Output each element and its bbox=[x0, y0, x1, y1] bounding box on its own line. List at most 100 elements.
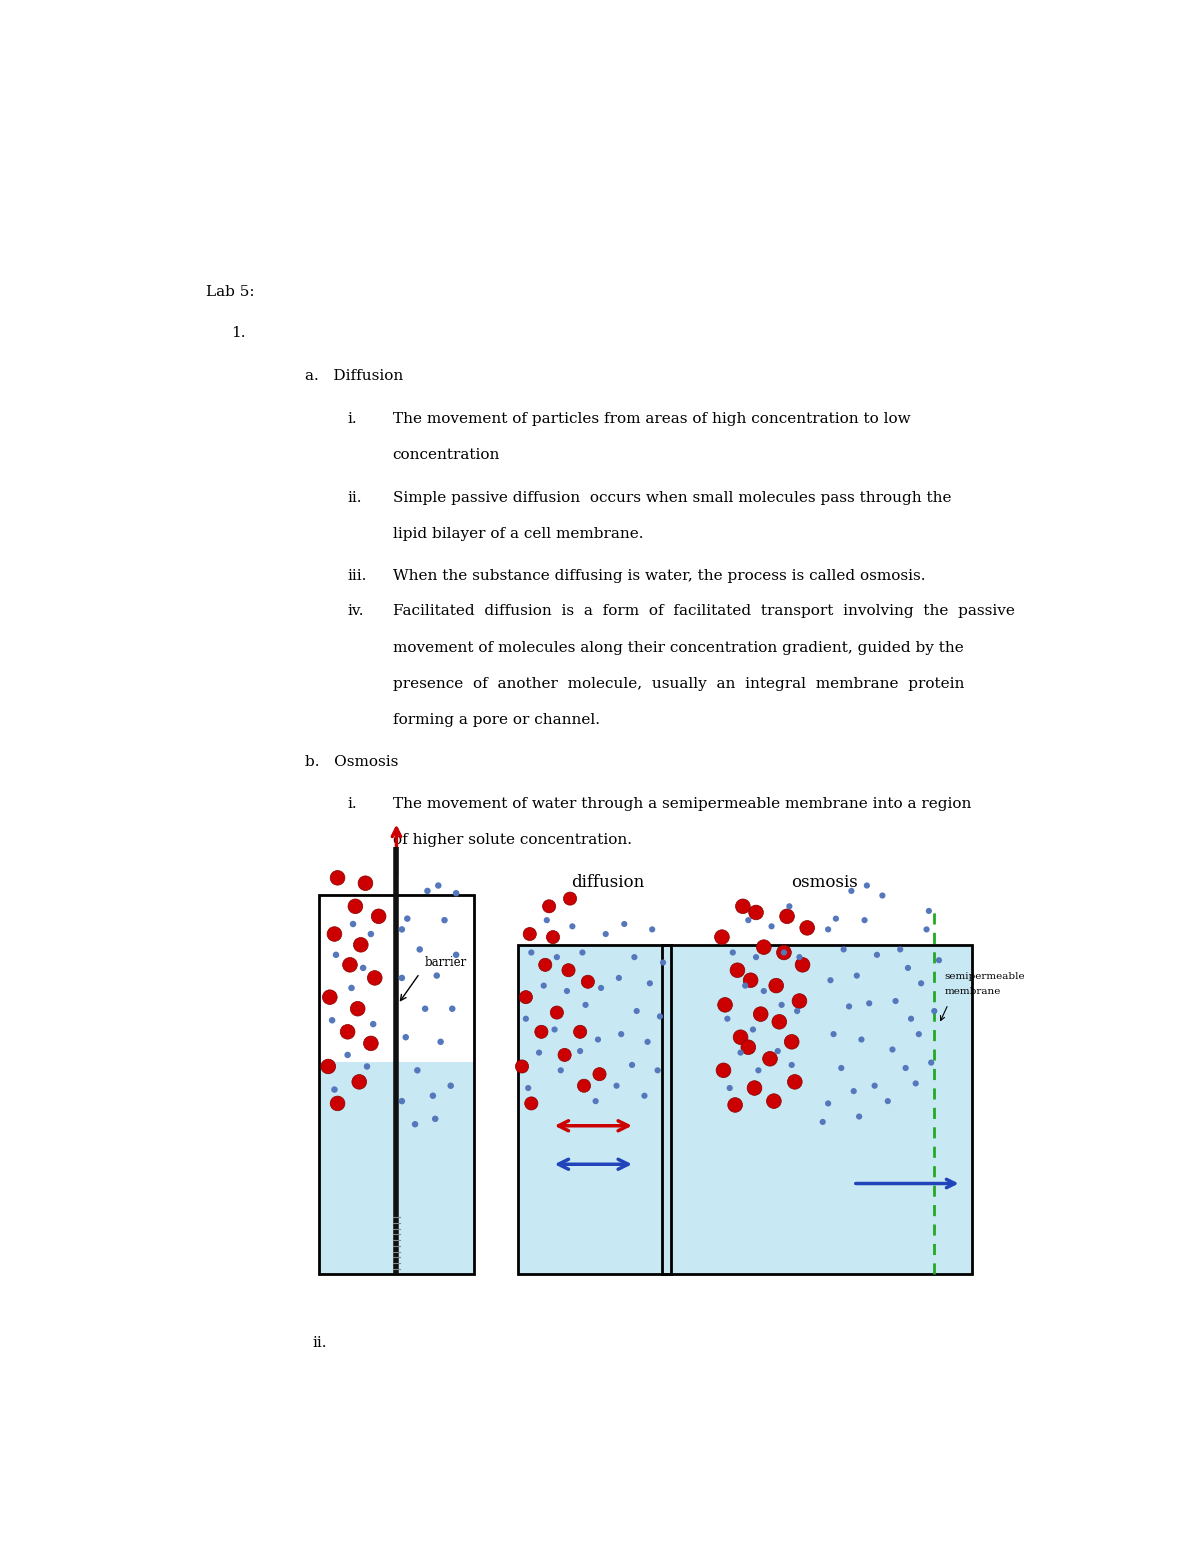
Circle shape bbox=[767, 1093, 781, 1109]
Circle shape bbox=[851, 1089, 857, 1095]
Circle shape bbox=[432, 1115, 438, 1123]
Circle shape bbox=[371, 909, 386, 924]
Text: barrier: barrier bbox=[425, 957, 467, 969]
Circle shape bbox=[772, 1014, 787, 1030]
Circle shape bbox=[402, 1034, 409, 1041]
Circle shape bbox=[342, 958, 358, 972]
Circle shape bbox=[341, 1025, 355, 1039]
Circle shape bbox=[763, 1051, 778, 1065]
Circle shape bbox=[928, 1059, 935, 1065]
Circle shape bbox=[649, 926, 655, 932]
Circle shape bbox=[905, 964, 911, 971]
Circle shape bbox=[564, 988, 570, 994]
Circle shape bbox=[524, 1096, 538, 1110]
Circle shape bbox=[874, 952, 880, 958]
Circle shape bbox=[330, 1096, 344, 1110]
Circle shape bbox=[526, 1086, 532, 1092]
Circle shape bbox=[826, 926, 832, 932]
Circle shape bbox=[544, 918, 550, 922]
Circle shape bbox=[727, 1098, 743, 1112]
Circle shape bbox=[786, 904, 792, 910]
Circle shape bbox=[925, 909, 932, 915]
Circle shape bbox=[582, 1002, 589, 1008]
Circle shape bbox=[913, 1081, 919, 1087]
Circle shape bbox=[788, 1062, 794, 1068]
Circle shape bbox=[323, 989, 337, 1005]
Circle shape bbox=[660, 960, 666, 966]
Circle shape bbox=[733, 1030, 748, 1045]
Circle shape bbox=[437, 1039, 444, 1045]
Circle shape bbox=[367, 971, 382, 985]
Circle shape bbox=[332, 952, 340, 958]
Circle shape bbox=[367, 930, 374, 938]
Circle shape bbox=[718, 997, 732, 1013]
Circle shape bbox=[656, 1014, 664, 1019]
Text: a.   Diffusion: a. Diffusion bbox=[305, 370, 403, 384]
Circle shape bbox=[553, 954, 560, 960]
Bar bbox=[518, 944, 671, 1275]
Circle shape bbox=[412, 1121, 419, 1127]
Text: The movement of particles from areas of high concentration to low: The movement of particles from areas of … bbox=[392, 412, 911, 426]
Circle shape bbox=[539, 958, 552, 971]
Bar bbox=[518, 944, 671, 1275]
Circle shape bbox=[552, 1027, 558, 1033]
Circle shape bbox=[564, 891, 577, 905]
Circle shape bbox=[360, 964, 366, 971]
Circle shape bbox=[768, 922, 775, 929]
Circle shape bbox=[364, 1036, 378, 1051]
Text: forming a pore or channel.: forming a pore or channel. bbox=[392, 713, 600, 727]
Circle shape bbox=[416, 946, 422, 952]
Circle shape bbox=[562, 964, 575, 977]
Circle shape bbox=[602, 930, 608, 936]
Circle shape bbox=[616, 975, 622, 981]
Circle shape bbox=[742, 983, 749, 989]
Circle shape bbox=[862, 918, 868, 922]
Circle shape bbox=[714, 930, 730, 944]
Circle shape bbox=[344, 1051, 350, 1058]
Text: lipid bilayer of a cell membrane.: lipid bilayer of a cell membrane. bbox=[392, 526, 643, 540]
Circle shape bbox=[752, 954, 760, 960]
Circle shape bbox=[352, 1075, 367, 1089]
Circle shape bbox=[761, 988, 767, 994]
Circle shape bbox=[727, 1086, 733, 1092]
Text: Lab 5:: Lab 5: bbox=[206, 284, 254, 298]
Circle shape bbox=[740, 1041, 756, 1054]
Circle shape bbox=[577, 1048, 583, 1054]
Circle shape bbox=[775, 1048, 781, 1054]
Circle shape bbox=[520, 991, 533, 1003]
Circle shape bbox=[424, 888, 431, 895]
Circle shape bbox=[797, 954, 803, 960]
Circle shape bbox=[864, 882, 870, 888]
Circle shape bbox=[730, 949, 736, 955]
Circle shape bbox=[569, 922, 576, 929]
Circle shape bbox=[414, 1067, 421, 1073]
Circle shape bbox=[866, 1000, 872, 1006]
Circle shape bbox=[574, 1025, 587, 1039]
Circle shape bbox=[516, 1061, 528, 1073]
Circle shape bbox=[916, 1031, 922, 1037]
Circle shape bbox=[745, 918, 751, 922]
Circle shape bbox=[558, 1048, 571, 1061]
Circle shape bbox=[779, 1002, 785, 1008]
Text: iv.: iv. bbox=[348, 604, 364, 618]
Bar bbox=[661, 944, 972, 1275]
Circle shape bbox=[792, 994, 806, 1008]
Circle shape bbox=[853, 972, 860, 978]
Circle shape bbox=[398, 975, 406, 981]
Text: semipermeable: semipermeable bbox=[944, 972, 1025, 981]
Circle shape bbox=[618, 1031, 624, 1037]
Bar bbox=[319, 1062, 474, 1275]
Circle shape bbox=[430, 1092, 436, 1100]
Circle shape bbox=[329, 1017, 335, 1023]
Circle shape bbox=[535, 1025, 548, 1039]
Circle shape bbox=[880, 893, 886, 899]
Bar bbox=[661, 944, 972, 1275]
Circle shape bbox=[398, 926, 406, 933]
Circle shape bbox=[820, 1118, 826, 1124]
Bar bbox=[319, 895, 474, 1275]
Text: i.: i. bbox=[348, 412, 358, 426]
Circle shape bbox=[846, 1003, 852, 1009]
Circle shape bbox=[354, 938, 368, 952]
Text: concentration: concentration bbox=[392, 449, 500, 463]
Circle shape bbox=[848, 888, 854, 895]
